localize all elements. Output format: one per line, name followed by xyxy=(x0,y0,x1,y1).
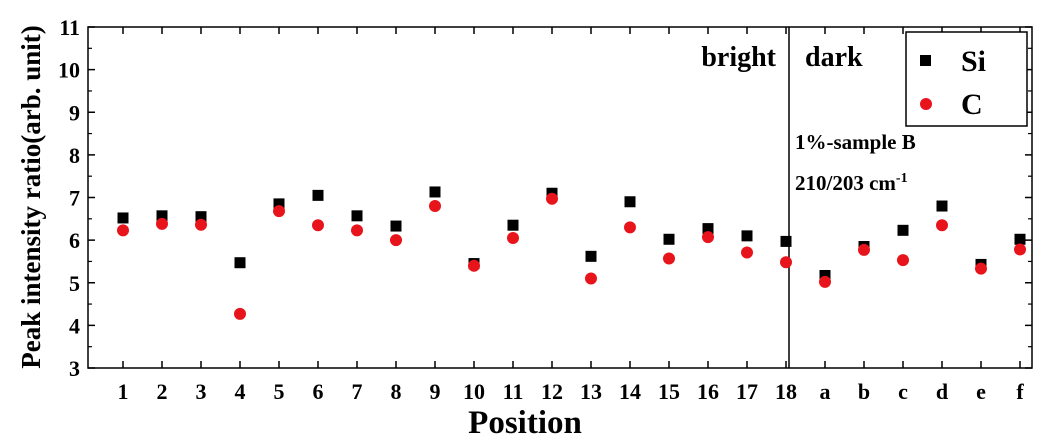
x-tick-label: d xyxy=(936,379,948,404)
c-point xyxy=(858,243,870,256)
c-point xyxy=(429,200,441,213)
y-tick-label: 9 xyxy=(69,100,80,125)
si-point xyxy=(351,210,363,222)
plot-frame xyxy=(87,26,1033,369)
si-point xyxy=(312,189,324,201)
si-point xyxy=(195,211,207,223)
annotation-line2-sup: -1 xyxy=(896,171,908,186)
x-tick-label: 4 xyxy=(235,379,246,404)
x-tick-label: 1 xyxy=(118,379,129,404)
x-axis-ticks: 1 2 3 4 5 6 7 8 9 10 11 12 13 14 15 16 17 18 a b c d e f xyxy=(118,27,1024,404)
c-point xyxy=(546,192,558,205)
si-point xyxy=(780,235,792,247)
x-tick-label: b xyxy=(858,379,870,404)
c-point xyxy=(663,252,675,265)
x-tick-label: c xyxy=(898,379,908,404)
si-point xyxy=(1014,233,1026,245)
y-axis-label: Peak intensity ratio(arb. unit) xyxy=(16,25,46,369)
annotation-line2: 210/203 cm-1 xyxy=(795,171,908,195)
c-point xyxy=(351,224,363,237)
annotation-line1: 1%-sample B xyxy=(795,130,916,154)
y-axis-ticks: 3 4 5 6 7 8 9 10 11 xyxy=(58,15,1032,381)
c-point xyxy=(1014,243,1026,256)
si-point xyxy=(936,200,948,212)
c-point xyxy=(468,259,480,272)
si-point xyxy=(702,223,714,235)
legend-marker-c xyxy=(920,98,932,110)
x-tick-label: 18 xyxy=(775,379,797,404)
legend-marker-si xyxy=(920,55,931,66)
x-tick-label: 9 xyxy=(430,379,441,404)
y-tick-label: 8 xyxy=(69,143,80,168)
c-point xyxy=(273,205,285,218)
x-tick-label: 12 xyxy=(541,379,563,404)
x-tick-label: 10 xyxy=(463,379,485,404)
si-point xyxy=(585,250,597,262)
c-point xyxy=(897,254,909,267)
c-point xyxy=(234,307,246,320)
x-tick-label: 17 xyxy=(736,379,758,404)
c-point xyxy=(507,231,519,244)
region-label-bright: bright xyxy=(701,42,776,73)
si-point xyxy=(234,257,246,269)
region-label-dark: dark xyxy=(805,42,863,73)
c-point xyxy=(936,219,948,232)
y-tick-label: 11 xyxy=(59,15,80,40)
x-tick-label: 15 xyxy=(658,379,680,404)
si-point xyxy=(117,212,129,224)
c-point xyxy=(702,231,714,244)
x-tick-label: 5 xyxy=(274,379,285,404)
si-point xyxy=(429,186,441,198)
x-tick-label: e xyxy=(976,379,986,404)
c-point xyxy=(624,221,636,234)
y-tick-label: 10 xyxy=(58,58,80,83)
x-tick-label: 2 xyxy=(157,379,168,404)
x-tick-label: 16 xyxy=(697,379,719,404)
x-tick-label: 11 xyxy=(503,379,524,404)
c-point xyxy=(741,246,753,259)
si-point xyxy=(897,224,909,236)
legend: Si C xyxy=(905,31,1028,127)
y-tick-label: 3 xyxy=(69,356,80,381)
annotation-line2-text: 210/203 cm xyxy=(795,171,896,195)
x-tick-label: a xyxy=(820,379,831,404)
si-point xyxy=(741,230,753,242)
si-point xyxy=(819,270,831,282)
x-tick-label: 13 xyxy=(580,379,602,404)
y-tick-label: 7 xyxy=(69,186,80,211)
legend-label-c: C xyxy=(961,88,983,121)
si-point xyxy=(273,198,285,210)
si-point xyxy=(390,220,402,232)
c-point xyxy=(312,219,324,232)
y-tick-label: 5 xyxy=(69,271,80,296)
c-point xyxy=(117,224,129,237)
si-point xyxy=(663,233,675,245)
x-tick-label: 8 xyxy=(391,379,402,404)
x-tick-label: 7 xyxy=(352,379,363,404)
x-tick-label: 3 xyxy=(196,379,207,404)
c-point xyxy=(585,272,597,285)
c-point xyxy=(195,218,207,231)
y-tick-label: 4 xyxy=(69,313,80,338)
c-point xyxy=(390,234,402,247)
c-point xyxy=(780,256,792,269)
y-tick-label: 6 xyxy=(69,228,80,253)
x-tick-label: f xyxy=(1016,379,1024,404)
x-tick-label: 14 xyxy=(619,379,641,404)
c-point xyxy=(819,275,831,288)
legend-label-si: Si xyxy=(961,45,986,78)
x-axis-label: Position xyxy=(468,405,582,439)
x-tick-label: 6 xyxy=(313,379,324,404)
si-point xyxy=(624,196,636,208)
si-point xyxy=(507,219,519,231)
data-marks xyxy=(117,186,1026,320)
si-point xyxy=(156,210,168,222)
c-point xyxy=(156,217,168,230)
c-point xyxy=(975,262,987,275)
legend-box xyxy=(905,31,1028,127)
